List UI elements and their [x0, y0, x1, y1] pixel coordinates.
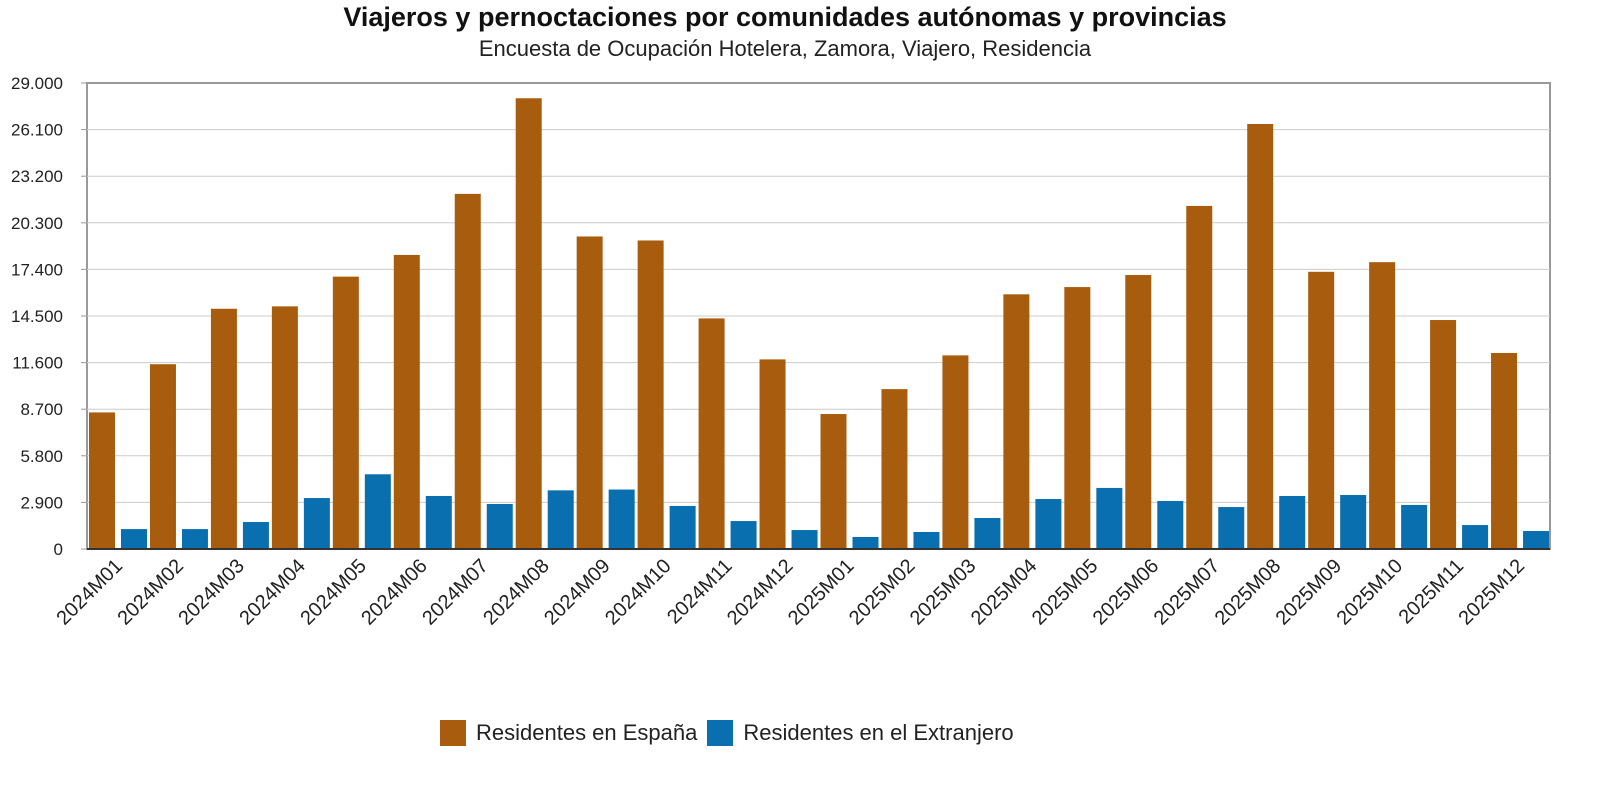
bar-espana	[942, 355, 969, 549]
bar-extranjero	[303, 498, 330, 549]
bar-espana	[271, 306, 298, 549]
y-tick-label: 14.500	[11, 307, 63, 326]
x-tick-label: 2025M09	[1272, 555, 1347, 630]
x-tick-label: 2024M07	[418, 555, 493, 630]
bar-espana	[576, 236, 603, 549]
bar-extranjero	[608, 489, 635, 549]
x-tick-label: 2025M12	[1455, 555, 1530, 630]
bar-extranjero	[1218, 507, 1245, 549]
x-tick-label: 2025M05	[1028, 555, 1103, 630]
bar-extranjero	[791, 530, 818, 549]
y-tick-label: 5.800	[20, 447, 63, 466]
x-tick-label: 2025M03	[906, 555, 981, 630]
bar-espana	[881, 389, 908, 549]
legend-item-extranjero[interactable]: Residentes en el Extranjero	[707, 720, 1014, 746]
bar-extranjero	[121, 529, 147, 549]
bar-extranjero	[547, 490, 574, 549]
bar-espana	[1125, 275, 1152, 549]
bar-espana	[515, 98, 542, 550]
y-tick-label: 26.100	[11, 121, 63, 140]
bar-extranjero	[913, 531, 940, 549]
bar-espana	[149, 364, 176, 549]
bar-espana	[820, 414, 847, 549]
y-tick-label: 23.200	[11, 167, 63, 186]
bar-extranjero	[181, 529, 208, 549]
legend-label: Residentes en España	[476, 720, 698, 745]
x-tick-label: 2025M01	[784, 555, 859, 630]
bar-espana	[698, 318, 725, 549]
x-tick-label: 2025M06	[1089, 555, 1164, 630]
x-tick-label: 2025M02	[845, 555, 920, 630]
bar-extranjero	[974, 517, 1001, 549]
y-tick-label: 20.300	[11, 214, 63, 233]
bar-extranjero	[1096, 487, 1123, 549]
bar-espana	[1369, 262, 1396, 549]
bar-espana	[1430, 320, 1457, 549]
bar-espana	[454, 193, 481, 549]
x-tick-label: 2024M04	[235, 555, 310, 630]
bar-extranjero	[425, 495, 452, 549]
x-tick-label: 2024M02	[113, 555, 188, 630]
x-tick-label: 2024M01	[52, 555, 127, 630]
y-tick-label: 29.000	[11, 74, 63, 93]
bar-extranjero	[1340, 495, 1367, 549]
legend: Residentes en España Residentes en el Ex…	[440, 720, 1024, 746]
bar-espana	[332, 276, 359, 549]
bar-extranjero	[1035, 499, 1062, 549]
y-tick-label: 2.900	[20, 493, 63, 512]
x-tick-label: 2025M04	[967, 555, 1042, 630]
x-tick-label: 2024M08	[479, 555, 554, 630]
bar-espana	[1247, 123, 1274, 549]
bar-extranjero	[1462, 525, 1489, 549]
legend-swatch	[707, 720, 734, 746]
x-tick-label: 2024M05	[296, 555, 371, 630]
bar-espana	[210, 308, 237, 549]
bar-extranjero	[1157, 500, 1184, 549]
bar-espana	[1308, 271, 1335, 549]
bar-extranjero	[1523, 531, 1550, 549]
bar-extranjero	[364, 474, 391, 549]
x-tick-label: 2025M10	[1333, 555, 1408, 630]
legend-label: Residentes en el Extranjero	[743, 720, 1014, 745]
bar-extranjero	[486, 504, 513, 549]
bar-espana	[89, 412, 115, 549]
legend-item-espana[interactable]: Residentes en España	[440, 720, 697, 746]
y-tick-label: 0	[54, 540, 63, 559]
x-tick-label: 2025M08	[1211, 555, 1286, 630]
bar-extranjero	[852, 536, 879, 549]
bar-extranjero	[1279, 495, 1306, 549]
bar-espana	[1491, 352, 1518, 549]
bar-extranjero	[730, 521, 757, 549]
y-tick-label: 11.600	[12, 354, 63, 373]
y-tick-label: 8.700	[20, 400, 63, 419]
legend-swatch	[440, 720, 466, 746]
chart-subtitle: Encuesta de Ocupación Hotelera, Zamora, …	[478, 36, 1092, 61]
bar-espana	[1064, 287, 1091, 549]
bar-extranjero	[669, 505, 696, 549]
y-tick-label: 17.400	[11, 260, 63, 279]
x-tick-label: 2024M12	[723, 555, 798, 630]
x-tick-label: 2024M09	[540, 555, 615, 630]
bar-espana	[1003, 294, 1030, 549]
bar-espana	[759, 359, 786, 549]
x-tick-label: 2024M03	[174, 555, 249, 630]
bar-espana	[637, 240, 664, 549]
chart-title: Viajeros y pernoctaciones por comunidade…	[343, 2, 1227, 32]
bar-espana	[393, 254, 420, 549]
x-tick-label: 2024M10	[601, 555, 676, 630]
x-tick-label: 2025M07	[1150, 555, 1225, 630]
bar-espana	[1186, 205, 1213, 549]
x-tick-label: 2024M06	[357, 555, 432, 630]
bar-extranjero	[242, 522, 269, 549]
bar-extranjero	[1401, 504, 1428, 549]
